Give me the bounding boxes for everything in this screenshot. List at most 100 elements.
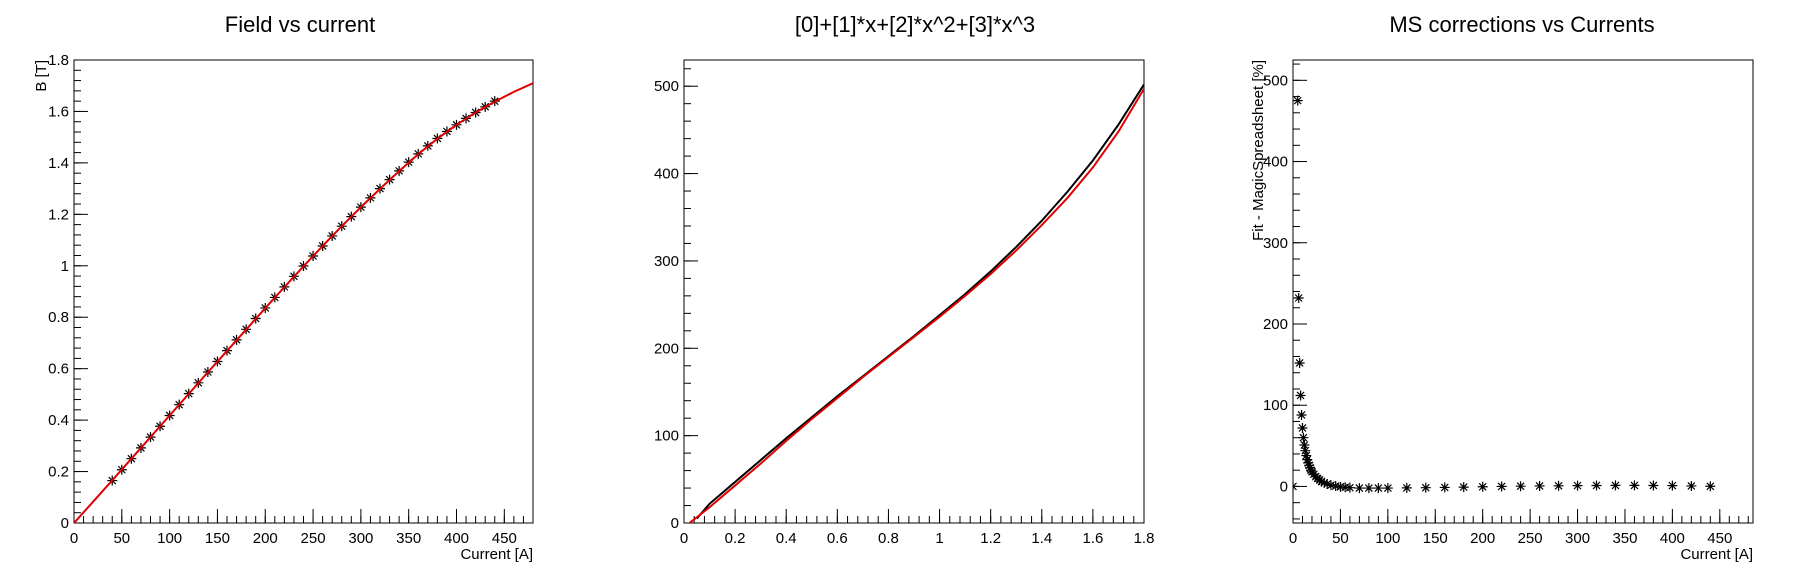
chart-title: [0]+[1]*x+[2]*x^2+[3]*x^3 xyxy=(795,12,1035,37)
data-point xyxy=(1295,390,1306,401)
series-line xyxy=(687,88,1144,523)
x-tick-label: 450 xyxy=(492,530,517,547)
y-tick-label: 300 xyxy=(654,253,679,270)
data-point xyxy=(1458,482,1469,493)
y-tick-label: 400 xyxy=(1263,154,1288,171)
y-tick-label: 0.4 xyxy=(48,412,69,429)
data-point xyxy=(1667,480,1678,491)
x-tick-label: 0 xyxy=(680,530,688,547)
series-line xyxy=(696,83,1144,520)
x-tick-label: 300 xyxy=(348,530,373,547)
y-tick-label: 0 xyxy=(1280,478,1288,495)
x-tick-label: 1.6 xyxy=(1082,530,1103,547)
chart-panel-1: Field vs current 0 50 100 150 200 250 300 350 400… xyxy=(33,12,534,563)
x-tick-label: 200 xyxy=(253,530,278,547)
y-tick-label: 100 xyxy=(1263,397,1288,414)
x-tick-label: 1.4 xyxy=(1031,530,1052,547)
x-tick-label: 450 xyxy=(1707,530,1732,547)
x-axis-label: Current [A] xyxy=(460,546,533,563)
x-tick-label: 350 xyxy=(396,530,421,547)
data-point xyxy=(1293,95,1303,106)
x-tick-label: 50 xyxy=(1332,530,1349,547)
x-tick-label: 1.2 xyxy=(980,530,1001,547)
x-tick-label: 250 xyxy=(1518,530,1543,547)
x-tick-label: 50 xyxy=(113,530,130,547)
chart-panel-2: [0]+[1]*x+[2]*x^2+[3]*x^3 0 0.2 0.4 0.6 0.8 1 1… xyxy=(654,12,1154,547)
y-tick-label: 0.6 xyxy=(48,361,69,378)
data-point xyxy=(1420,482,1431,493)
x-tick-label: 0 xyxy=(1289,530,1297,547)
data-point xyxy=(1293,481,1298,492)
y-tick-label: 0 xyxy=(61,515,69,532)
chart-panel-3: MS corrections vs Currents 0 50 100 150 200 25… xyxy=(1250,12,1754,563)
series-line xyxy=(74,82,533,523)
x-tick-label: 0 xyxy=(70,530,78,547)
data-point xyxy=(1648,480,1659,491)
data-point xyxy=(1344,482,1355,493)
y-tick-label: 1 xyxy=(61,258,69,275)
y-tick-label: 1.8 xyxy=(48,52,69,69)
x-tick-label: 350 xyxy=(1612,530,1637,547)
y-tick-label: 500 xyxy=(1263,72,1288,89)
y-tick-label: 1.2 xyxy=(48,206,69,223)
data-point xyxy=(1373,483,1384,494)
data-point xyxy=(1297,422,1308,433)
data-point xyxy=(1686,480,1697,491)
x-tick-label: 0.4 xyxy=(776,530,797,547)
data-point xyxy=(1572,480,1583,491)
data-point xyxy=(1302,454,1313,465)
x-tick-label: 100 xyxy=(1375,530,1400,547)
data-point xyxy=(1299,440,1310,451)
x-tick-label: 1.8 xyxy=(1134,530,1155,547)
data-point xyxy=(1303,457,1314,468)
data-point xyxy=(1296,409,1307,420)
x-tick-label: 0.2 xyxy=(725,530,746,547)
y-tick-label: 400 xyxy=(654,166,679,183)
data-point xyxy=(1610,480,1621,491)
y-tick-label: 200 xyxy=(1263,316,1288,333)
data-point xyxy=(1629,480,1640,491)
plot-frame xyxy=(1292,59,1754,524)
data-point xyxy=(1322,479,1333,490)
x-tick-label: 400 xyxy=(1660,530,1685,547)
data-point xyxy=(1363,483,1374,494)
x-tick-label: 0.6 xyxy=(827,530,848,547)
data-point xyxy=(1293,292,1304,303)
data-point xyxy=(1534,480,1545,491)
data-point xyxy=(1319,477,1330,488)
data-layer xyxy=(687,83,1144,523)
y-tick-label: 500 xyxy=(654,78,679,95)
data-point xyxy=(1305,462,1316,473)
y-tick-label: 0.2 xyxy=(48,464,69,481)
data-point xyxy=(1477,481,1488,492)
y-tick-label: 200 xyxy=(654,340,679,357)
data-point xyxy=(1382,483,1393,494)
data-point xyxy=(1553,480,1564,491)
data-point xyxy=(1301,450,1312,461)
x-tick-label: 300 xyxy=(1565,530,1590,547)
x-tick-label: 0.8 xyxy=(878,530,899,547)
y-tick-label: 1.4 xyxy=(48,155,69,172)
data-point xyxy=(1330,481,1341,492)
y-tick-label: 0 xyxy=(671,515,679,532)
data-point xyxy=(1298,432,1309,443)
y-tick-label: 1.6 xyxy=(48,103,69,120)
y-tick-label: 100 xyxy=(654,428,679,445)
data-point xyxy=(1401,482,1412,493)
data-point xyxy=(1354,483,1365,494)
x-tick-label: 250 xyxy=(301,530,326,547)
data-point xyxy=(1325,480,1336,491)
y-axis-label: Fit - MagicSpreadsheet [%] xyxy=(1250,60,1267,241)
y-tick-label: 0.8 xyxy=(48,309,69,326)
x-tick-label: 150 xyxy=(205,530,230,547)
plot-frame xyxy=(73,59,534,524)
data-point xyxy=(1300,445,1311,456)
data-point xyxy=(1591,480,1602,491)
x-tick-label: 150 xyxy=(1423,530,1448,547)
data-point xyxy=(1439,482,1450,493)
x-axis-label: Current [A] xyxy=(1680,546,1753,563)
y-axis-label: B [T] xyxy=(33,60,50,92)
data-layer xyxy=(1293,95,1716,494)
data-point xyxy=(1304,460,1315,471)
